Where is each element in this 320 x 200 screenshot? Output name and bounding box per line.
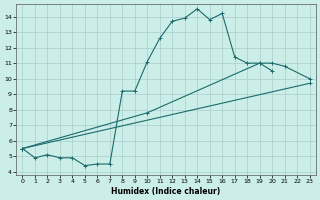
X-axis label: Humidex (Indice chaleur): Humidex (Indice chaleur) (111, 187, 221, 196)
